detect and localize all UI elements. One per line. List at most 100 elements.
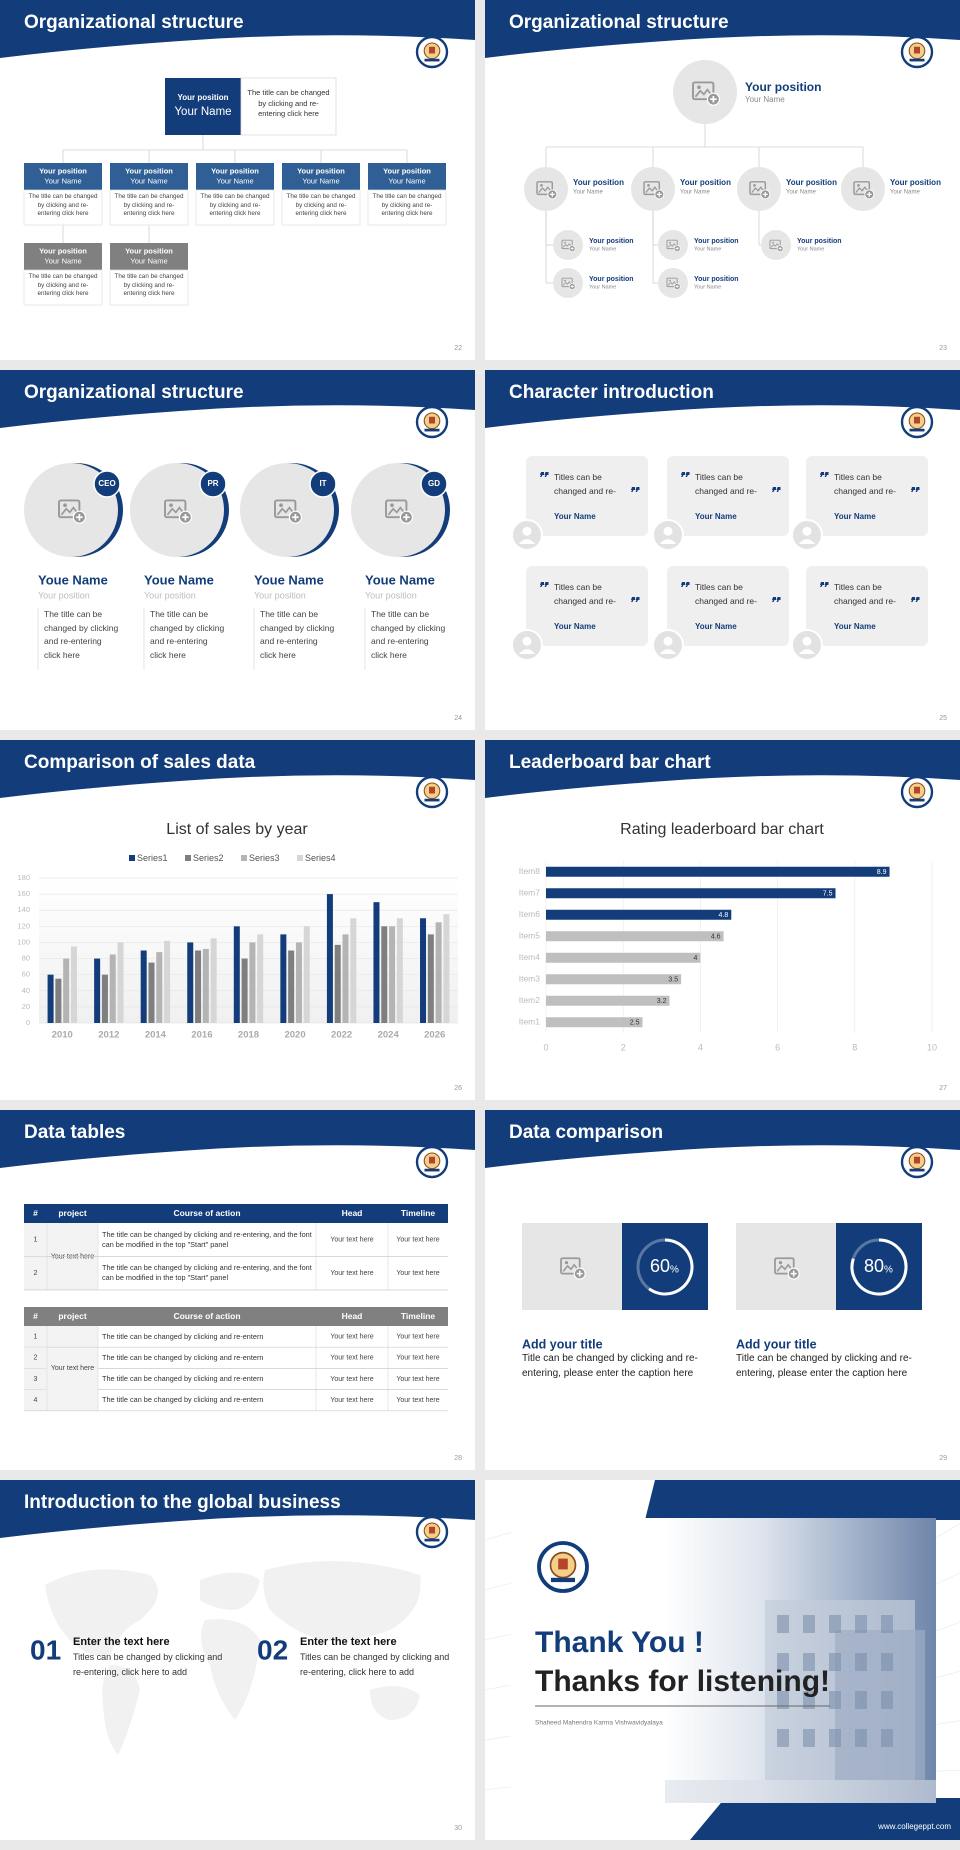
logo-ribbon	[424, 428, 440, 432]
slide-bg	[485, 370, 960, 730]
card-name: Youe Name	[365, 572, 435, 587]
table-course: The title can be changed by clicking and…	[102, 1395, 264, 1405]
slide-title: Introduction to the global business	[24, 1492, 341, 1513]
card-position: Your position	[365, 590, 417, 600]
member-position: Your position	[383, 166, 431, 175]
y-tick-label: 100	[17, 937, 30, 946]
logo-ribbon	[909, 1168, 925, 1172]
logo-figure	[914, 1156, 920, 1164]
card-position: Your position	[144, 590, 196, 600]
member-text-box: The title can be changed by clicking and…	[29, 193, 98, 217]
quote-close	[631, 487, 640, 492]
role-tag: CEO	[98, 479, 115, 488]
image-icon	[749, 181, 771, 200]
card-text-box: The title can be changed by clicking and…	[371, 609, 445, 660]
window	[855, 1691, 867, 1709]
bar	[241, 958, 248, 1023]
member-text-box	[281, 189, 361, 226]
member-name: Your Name	[302, 176, 339, 185]
item-text-box: Titles can be changed by clicking and re…	[300, 1652, 449, 1677]
table-header-cell: #	[33, 1208, 38, 1218]
icon-frame	[692, 81, 715, 101]
card-text: The title can be changed by clicking and…	[44, 609, 119, 660]
window	[881, 1729, 893, 1747]
table-index: 2	[34, 1355, 38, 1362]
item-text-box: Titles can be changed by clicking and re…	[73, 1652, 222, 1677]
member-name: Your Name	[44, 256, 81, 265]
x-tick-label: 2018	[238, 1030, 259, 1041]
member-text-box	[109, 189, 189, 226]
image-icon	[692, 81, 721, 106]
avatar-head	[663, 526, 673, 536]
table-header-bg	[24, 1204, 448, 1223]
member-box	[368, 163, 446, 190]
member-text: The title can be changed by clicking and…	[200, 193, 270, 217]
header-band	[0, 1110, 475, 1168]
sub-name: Your Name	[589, 284, 616, 290]
header-band	[485, 370, 960, 428]
quote-text-box: Titles can be changed and re-entering	[695, 582, 757, 611]
bar	[148, 962, 155, 1023]
image-icon	[58, 499, 87, 524]
legend-swatch	[241, 855, 247, 861]
legend-swatch	[297, 855, 303, 861]
school-name: Shaheed Mahendra Karma Vishwavidyalaya	[535, 1720, 663, 1727]
logo-ribbon	[424, 798, 440, 802]
sub-name: Your Name	[694, 284, 721, 290]
member-name: Your Name	[573, 190, 603, 196]
avatar-head	[522, 526, 532, 536]
icon-frame	[666, 239, 678, 250]
role-badge	[309, 470, 337, 498]
table-course: The title can be changed by clicking and…	[102, 1352, 264, 1362]
logo-ribbon	[551, 1577, 575, 1583]
table-index: 3	[34, 1376, 38, 1383]
avatar-head	[522, 636, 532, 646]
icon-sun	[669, 241, 671, 244]
sub-position: Your position	[589, 276, 634, 283]
slide: Leaderboard bar chart 27 Rating leaderboar…	[485, 740, 960, 1100]
window	[881, 1615, 893, 1633]
quote-close	[631, 597, 640, 602]
table-timeline: Your text here	[396, 1397, 439, 1404]
member-position: Your position	[125, 166, 173, 175]
y-tick-label: Item8	[519, 866, 541, 876]
icon-sun	[772, 241, 774, 244]
bar	[140, 950, 147, 1023]
member-name: Your Name	[786, 190, 816, 196]
image-icon	[666, 239, 681, 252]
member-box	[282, 163, 360, 190]
image-icon	[164, 499, 193, 524]
logo-figure	[429, 1526, 435, 1534]
card-text-box: The title can be changed by clicking and…	[260, 609, 334, 660]
icon-sun	[564, 1260, 569, 1265]
quote-name: Your Name	[554, 512, 596, 521]
member-text: The title can be changed by clicking and…	[114, 273, 184, 297]
icon-sun	[753, 184, 756, 187]
table-course-box: The title can be changed by clicking and…	[102, 1374, 263, 1383]
bar	[94, 958, 101, 1023]
icon-mountain	[855, 186, 869, 193]
bar	[381, 926, 388, 1023]
member-box	[24, 163, 102, 190]
member-text-box	[109, 269, 189, 306]
page-number: 30	[454, 1825, 462, 1832]
header-band	[0, 0, 475, 58]
icon-mountain	[166, 506, 184, 516]
header-band	[0, 740, 475, 798]
table-timeline: Your text here	[396, 1237, 439, 1244]
quote-text: Titles can be changed and re-entering	[554, 472, 616, 501]
icon-sun	[564, 279, 566, 282]
icon-frame	[58, 499, 81, 519]
table-timeline: Your text here	[396, 1376, 439, 1383]
table-head: Your text here	[330, 1376, 373, 1383]
bar	[389, 926, 396, 1023]
ring-arc	[648, 1238, 694, 1296]
table-head: Your text here	[330, 1397, 373, 1404]
bar	[303, 926, 310, 1023]
bar	[326, 894, 333, 1023]
page-number: 22	[454, 345, 462, 352]
bar	[546, 974, 682, 985]
bar	[546, 952, 701, 963]
y-tick-label: Item7	[519, 888, 541, 898]
